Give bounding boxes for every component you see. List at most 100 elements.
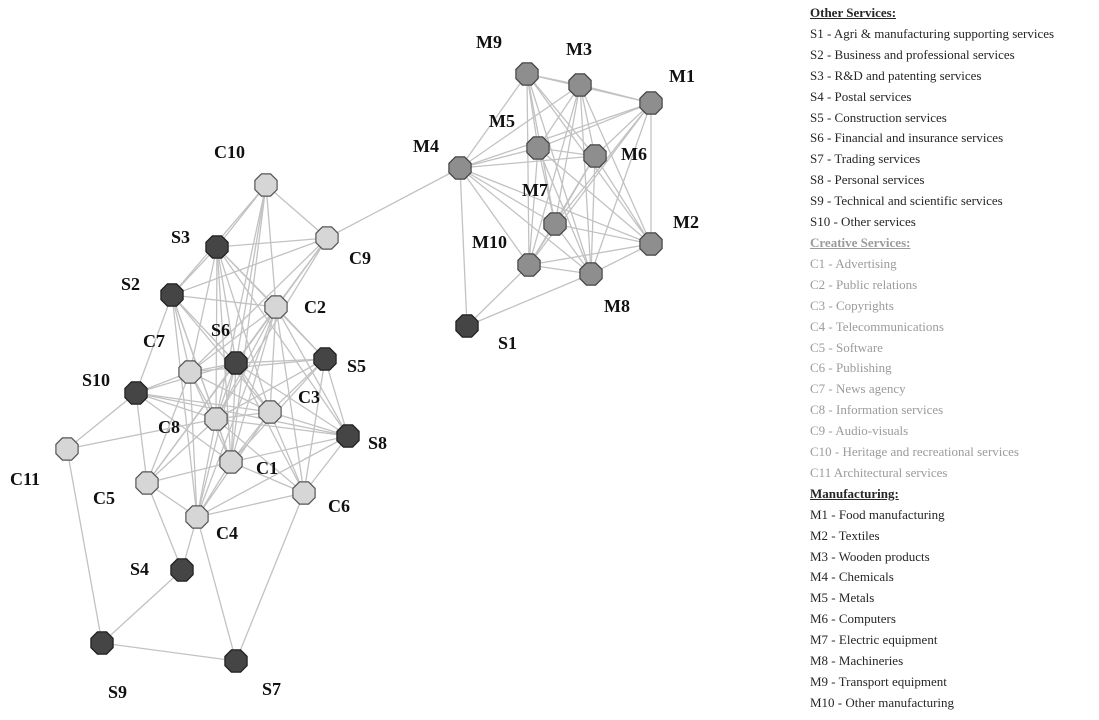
other-service-node-s10 xyxy=(124,381,148,405)
edge-c7-c5 xyxy=(146,371,191,484)
node-label-c2: C2 xyxy=(304,297,326,317)
node-label-c7: C7 xyxy=(143,331,165,351)
edge-s4-s9 xyxy=(101,569,183,644)
legend-title-other-services: Other Services: xyxy=(810,5,897,20)
creative-service-node-c9 xyxy=(315,226,339,250)
legend-item: S4 - Postal services xyxy=(810,88,912,104)
edge-c9-s3 xyxy=(216,237,328,248)
edge-m9-m8 xyxy=(526,73,592,275)
edge-s10-c1 xyxy=(135,392,232,463)
node-label-s6: S6 xyxy=(211,320,230,340)
legend-item: C2 - Public relations xyxy=(810,276,918,292)
edge-m3-m5 xyxy=(537,84,581,149)
node-label-c3: C3 xyxy=(298,387,320,407)
edge-s10-c11 xyxy=(66,392,137,450)
edge-s10-c5 xyxy=(135,392,148,484)
edge-c1-c6 xyxy=(230,461,305,494)
legend-item: M7 - Electric equipment xyxy=(810,632,938,648)
legend-item: M1 - Food manufacturing xyxy=(810,506,945,522)
node-label-s4: S4 xyxy=(130,559,149,579)
edge-m1-m6 xyxy=(594,102,652,157)
legend-item: M4 - Chemicals xyxy=(810,569,894,585)
legend-item: C10 - Heritage and recreational services xyxy=(810,444,1019,460)
legend-item: M9 - Transport equipment xyxy=(810,674,947,689)
legend-section-other-services: Other Services: S1 - Agri & manufacturin… xyxy=(810,3,1095,233)
legend-item: S5 - Construction services xyxy=(810,109,947,125)
other-service-node-s1 xyxy=(455,314,479,338)
edge-m5-m10 xyxy=(528,147,539,266)
creative-service-node-c8 xyxy=(204,407,228,431)
edge-c8-c5 xyxy=(146,418,217,484)
creative-service-node-c4 xyxy=(185,505,209,529)
legend: Other Services: S1 - Agri & manufacturin… xyxy=(810,3,1095,714)
edge-m5-m2 xyxy=(537,147,652,245)
edge-s2-c3 xyxy=(171,294,271,413)
node-label-m4: M4 xyxy=(413,136,439,156)
edge-s3-s6 xyxy=(216,246,237,364)
edge-c5-s4 xyxy=(146,482,183,571)
edge-s3-c7 xyxy=(189,246,218,373)
edge-m4-m5 xyxy=(459,147,539,169)
node-label-m6: M6 xyxy=(621,144,647,164)
edge-m4-m9 xyxy=(459,73,528,169)
edge-c9-s2 xyxy=(171,237,328,296)
legend-item: C7 - News agency xyxy=(810,381,906,397)
edge-c7-c3 xyxy=(189,371,271,413)
node-label-s9: S9 xyxy=(108,682,127,702)
node-label-m8: M8 xyxy=(604,296,630,316)
nodes-layer xyxy=(55,62,663,673)
legend-item: C4 - Telecommunications xyxy=(810,318,944,334)
node-label-c9: C9 xyxy=(349,248,371,268)
other-service-node-s7 xyxy=(224,649,248,673)
edge-m3-m1 xyxy=(579,84,652,104)
edge-s10-c3 xyxy=(135,392,271,413)
edge-s8-c1 xyxy=(230,435,349,463)
creative-service-node-c3 xyxy=(258,400,282,424)
other-service-node-s8 xyxy=(336,424,360,448)
other-service-node-s5 xyxy=(313,347,337,371)
node-label-c6: C6 xyxy=(328,496,350,516)
edge-m3-m10 xyxy=(528,84,581,266)
edge-m9-m10 xyxy=(526,73,530,266)
other-service-node-s4 xyxy=(170,558,194,582)
node-label-m9: M9 xyxy=(476,32,502,52)
edge-s6-c6 xyxy=(235,362,305,494)
creative-service-node-c5 xyxy=(135,471,159,495)
node-label-s1: S1 xyxy=(498,333,517,353)
legend-item: C3 - Copyrights xyxy=(810,297,894,313)
node-label-s10: S10 xyxy=(82,370,110,390)
edge-m4-c9 xyxy=(326,167,461,239)
edge-m4-m8 xyxy=(459,167,592,275)
manufacturing-node-m4 xyxy=(448,156,472,180)
edge-m5-m7 xyxy=(537,147,556,225)
manufacturing-node-m2 xyxy=(639,232,663,256)
edge-s2-s6 xyxy=(171,294,237,364)
legend-item: M5 - Metals xyxy=(810,590,875,606)
edge-c10-c8 xyxy=(215,184,267,420)
edge-m1-m10 xyxy=(528,102,652,266)
legend-item: M8 - Machineries xyxy=(810,653,904,669)
node-label-s8: S8 xyxy=(368,433,387,453)
other-service-node-s6 xyxy=(224,351,248,375)
edge-m4-m3 xyxy=(459,84,581,169)
edge-m8-s1 xyxy=(466,273,592,327)
network-graph: S1 S2 S3 S4 S5 S6 S7 S8 S9 S10 M1 M2 M3 M4 M5 M6 M7 M8 M9 M… xyxy=(10,32,699,702)
creative-service-node-c11 xyxy=(55,437,79,461)
legend-item: M6 - Computers xyxy=(810,611,896,627)
edge-s3-c3 xyxy=(216,246,271,413)
node-label-s5: S5 xyxy=(347,356,366,376)
legend-item: S10 - Other services xyxy=(810,214,916,230)
legend-item: S3 - R&D and patenting services xyxy=(810,67,982,83)
legend-section-creative-services: Creative Services: C1 - Advertising C2 -… xyxy=(810,233,1095,484)
labels-layer: S1 S2 S3 S4 S5 S6 S7 S8 S9 S10 M1 M2 M3 M4 M5 M6 M7 M8 M9 M… xyxy=(10,32,699,702)
node-label-s2: S2 xyxy=(121,274,140,294)
manufacturing-node-m5 xyxy=(526,136,550,160)
edge-s3-c1 xyxy=(216,246,232,463)
edge-m4-m2 xyxy=(459,167,652,245)
node-label-m1: M1 xyxy=(669,66,695,86)
edge-m3-m6 xyxy=(579,84,596,157)
edge-s2-c7 xyxy=(171,294,191,373)
edge-c4-c6 xyxy=(196,492,305,518)
legend-item: C6 - Publishing xyxy=(810,360,892,376)
manufacturing-node-m1 xyxy=(639,91,663,115)
